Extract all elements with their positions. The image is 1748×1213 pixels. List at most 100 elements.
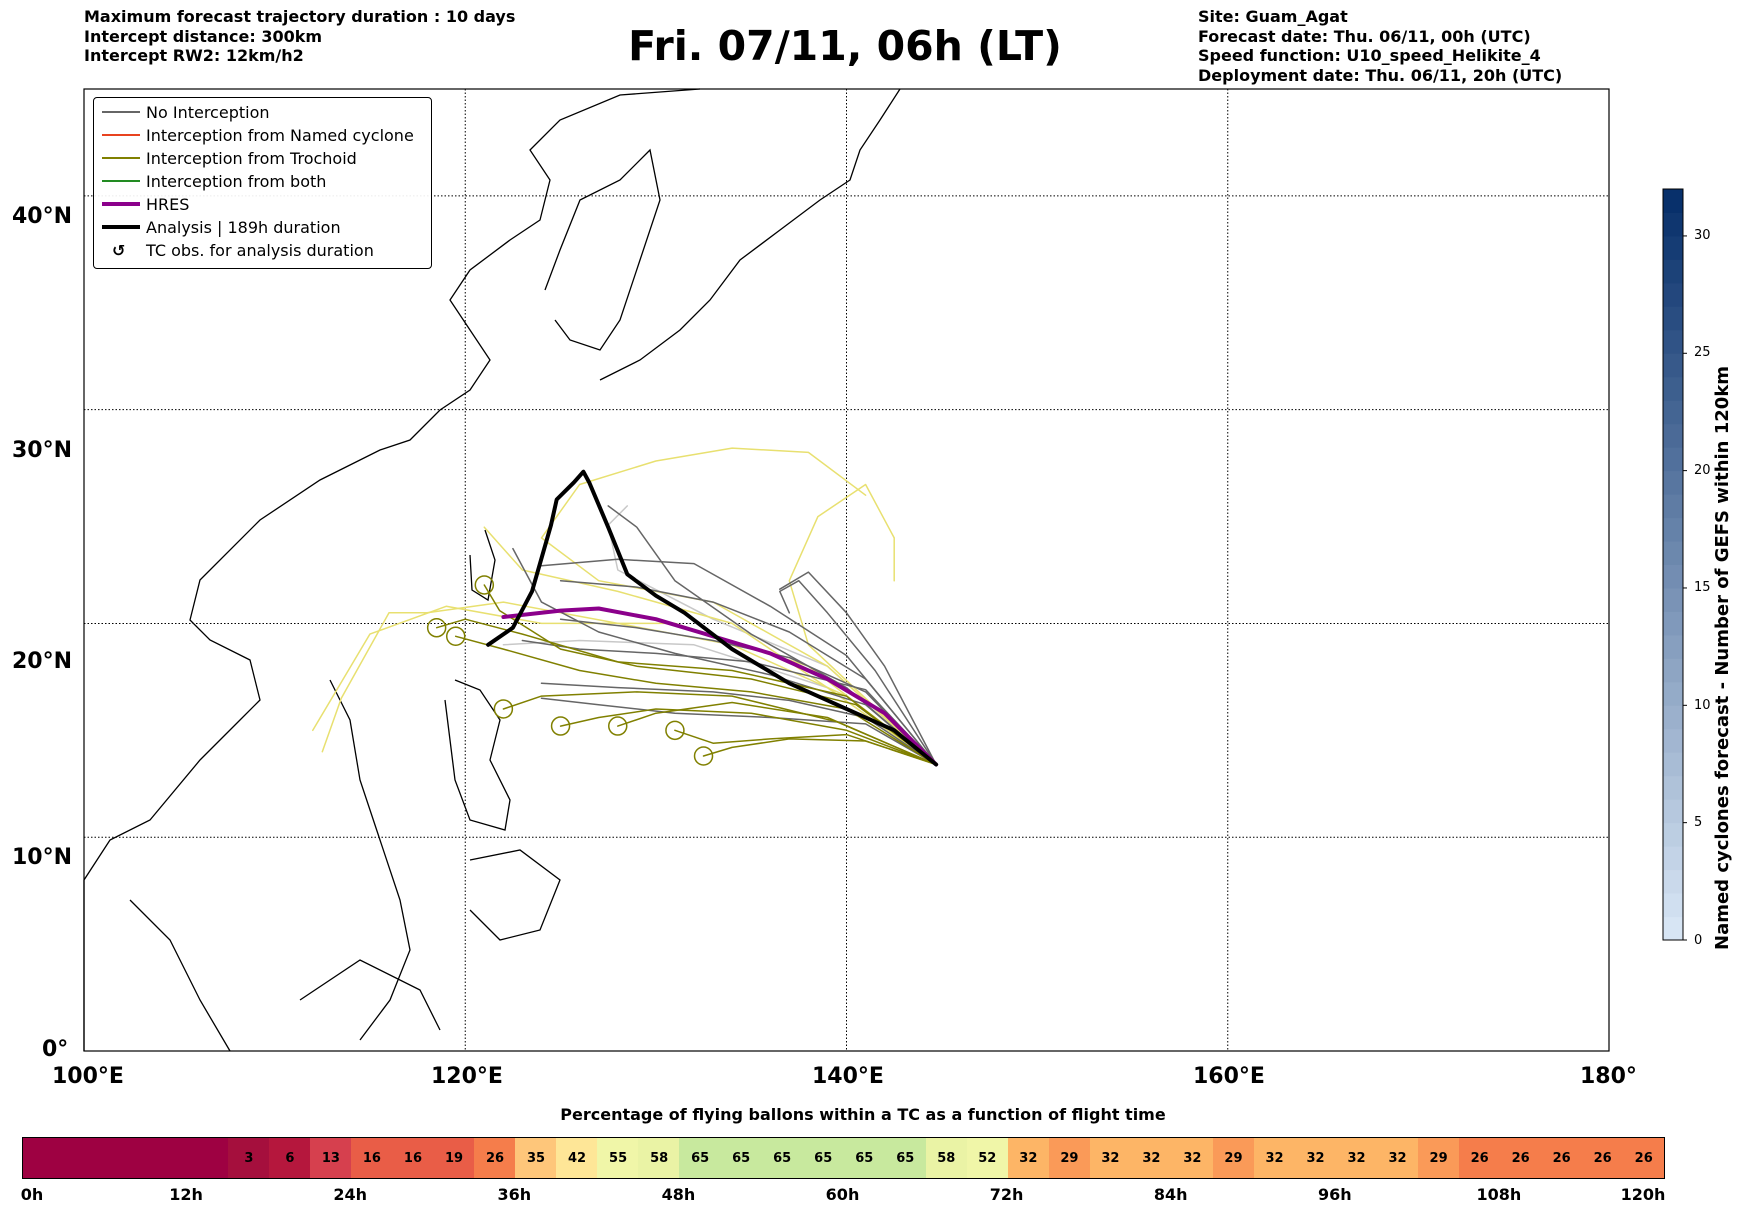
colorbar-segment [1663, 400, 1683, 425]
colorbar-segment [1663, 376, 1683, 401]
coastline [544, 148, 661, 351]
coastline [469, 849, 561, 941]
colorbar-segment [1663, 541, 1683, 565]
colorbar-segment [1663, 893, 1683, 918]
forecast-date: Forecast date: Thu. 06/11, 00h (UTC) [1198, 26, 1531, 46]
percentage-cell: 32 [1171, 1138, 1214, 1178]
analysis-track [486, 469, 939, 767]
legend-label: Interception from Named cyclone [146, 125, 414, 145]
trochoid-loop [693, 746, 714, 766]
legend-label: TC obs. for analysis duration [146, 240, 374, 260]
colorbar-segment [1663, 846, 1683, 871]
colorbar-segment [1663, 259, 1683, 284]
coastline [83, 88, 701, 1051]
coastline [299, 959, 441, 1031]
colorbar-segment [1663, 306, 1683, 331]
colorbar-segment [1663, 775, 1683, 800]
map-legend: No Interception Interception from Named … [93, 97, 432, 269]
colorbar-segment [1663, 634, 1683, 659]
colorbar-frame [1662, 188, 1684, 941]
percentage-cell: 13 [310, 1138, 352, 1178]
trajectory-trochoid-light [788, 483, 937, 766]
trajectory-trochoid [617, 701, 937, 766]
percentage-cell: 32 [1294, 1138, 1337, 1178]
percentage-cell: 26 [474, 1138, 516, 1178]
colorbar-segment [1663, 494, 1683, 519]
legend-swatch [102, 134, 140, 136]
legend-swatch [102, 180, 140, 182]
lon-label-120: 120°E [431, 1064, 503, 1089]
percentage-bar-tick: 96h [1317, 1185, 1352, 1204]
colorbar-segment [1663, 799, 1683, 824]
site-info: Site: Guam_Agat Forecast date: Thu. 06/1… [1198, 7, 1562, 85]
trajectory-no-interception [540, 558, 937, 766]
colorbar-tick: 30 [1694, 228, 1711, 243]
percentage-cell: 52 [966, 1138, 1009, 1178]
legend-swatch [102, 225, 140, 229]
colorbar-segment [1663, 822, 1683, 847]
param-max-duration: Maximum forecast trajectory duration : 1… [84, 7, 516, 26]
legend-item-hres: HRES [94, 193, 431, 215]
percentage-cell: 29 [1048, 1138, 1091, 1178]
map-title: Fri. 07/11, 06h (LT) [628, 22, 1062, 70]
colorbar-segment [1663, 235, 1683, 260]
colorbar-tick: 25 [1694, 345, 1711, 360]
legend-item-trochoid: Interception from Trochoid [94, 147, 431, 169]
coastline [329, 679, 411, 1041]
trajectory-trochoid [674, 729, 937, 766]
trajectory-trochoid [559, 708, 937, 766]
trochoid-loop [665, 720, 685, 741]
legend-swatch [102, 202, 140, 206]
colorbar-segment [1663, 916, 1683, 941]
colorbar-segment [1663, 329, 1683, 354]
percentage-cell: 29 [1212, 1138, 1255, 1178]
percentage-bar-tick: 36h [497, 1185, 532, 1204]
colorbar-segment [1663, 728, 1683, 753]
coastline [599, 88, 901, 381]
colorbar-segment [1663, 752, 1683, 777]
percentage-bar-tick: 120h [1620, 1185, 1666, 1204]
percentage-cell-empty [23, 1138, 229, 1178]
percentage-cell: 65 [843, 1138, 886, 1178]
percentage-cell: 32 [1335, 1138, 1378, 1178]
legend-label: Analysis | 189h duration [146, 217, 341, 237]
trajectory-no-interception [540, 697, 937, 766]
colorbar-tick: 20 [1694, 463, 1711, 478]
percentage-cell: 58 [638, 1138, 680, 1178]
lat-label-30: 30°N [12, 438, 73, 463]
colorbar-tick: 5 [1694, 815, 1703, 830]
trajectory-no-interception [540, 682, 937, 766]
trochoid-loop [445, 626, 466, 647]
percentage-bar-tick: 108h [1476, 1185, 1522, 1204]
speed-function: Speed function: U10_speed_Helikite_4 [1198, 46, 1541, 65]
percentage-cell: 19 [433, 1138, 475, 1178]
lat-label-10: 10°N [12, 845, 73, 870]
percentage-cell: 26 [1540, 1138, 1583, 1178]
colorbar-segment [1663, 564, 1683, 589]
colorbar-segment [1663, 212, 1683, 237]
percentage-cell: 32 [1007, 1138, 1050, 1178]
percentage-bar-tick: 72h [989, 1185, 1024, 1204]
percentage-cell: 35 [515, 1138, 557, 1178]
colorbar-tick: 15 [1694, 580, 1711, 595]
lon-label-140: 140°E [812, 1064, 884, 1089]
percentage-cell: 58 [925, 1138, 968, 1178]
param-intercept-distance: Intercept distance: 300km [84, 26, 323, 46]
trajectory-no-interception [779, 571, 937, 766]
colorbar-segment [1663, 587, 1683, 612]
colorbar-segment [1663, 517, 1683, 542]
colorbar-segment [1663, 611, 1683, 636]
trochoid-loop [426, 617, 447, 638]
lon-label-100: 100°E [52, 1064, 124, 1089]
colorbar-tick: 0 [1694, 933, 1703, 948]
legend-swatch [102, 111, 140, 113]
percentage-cell: 32 [1376, 1138, 1419, 1178]
legend-label: HRES [146, 194, 190, 214]
percentage-cell: 65 [802, 1138, 844, 1178]
percentage-cell: 16 [392, 1138, 434, 1178]
percentage-cell: 26 [1458, 1138, 1501, 1178]
percentage-cell: 32 [1089, 1138, 1132, 1178]
colorbar-segment [1663, 189, 1683, 213]
trajectory-no-interception [779, 579, 937, 766]
